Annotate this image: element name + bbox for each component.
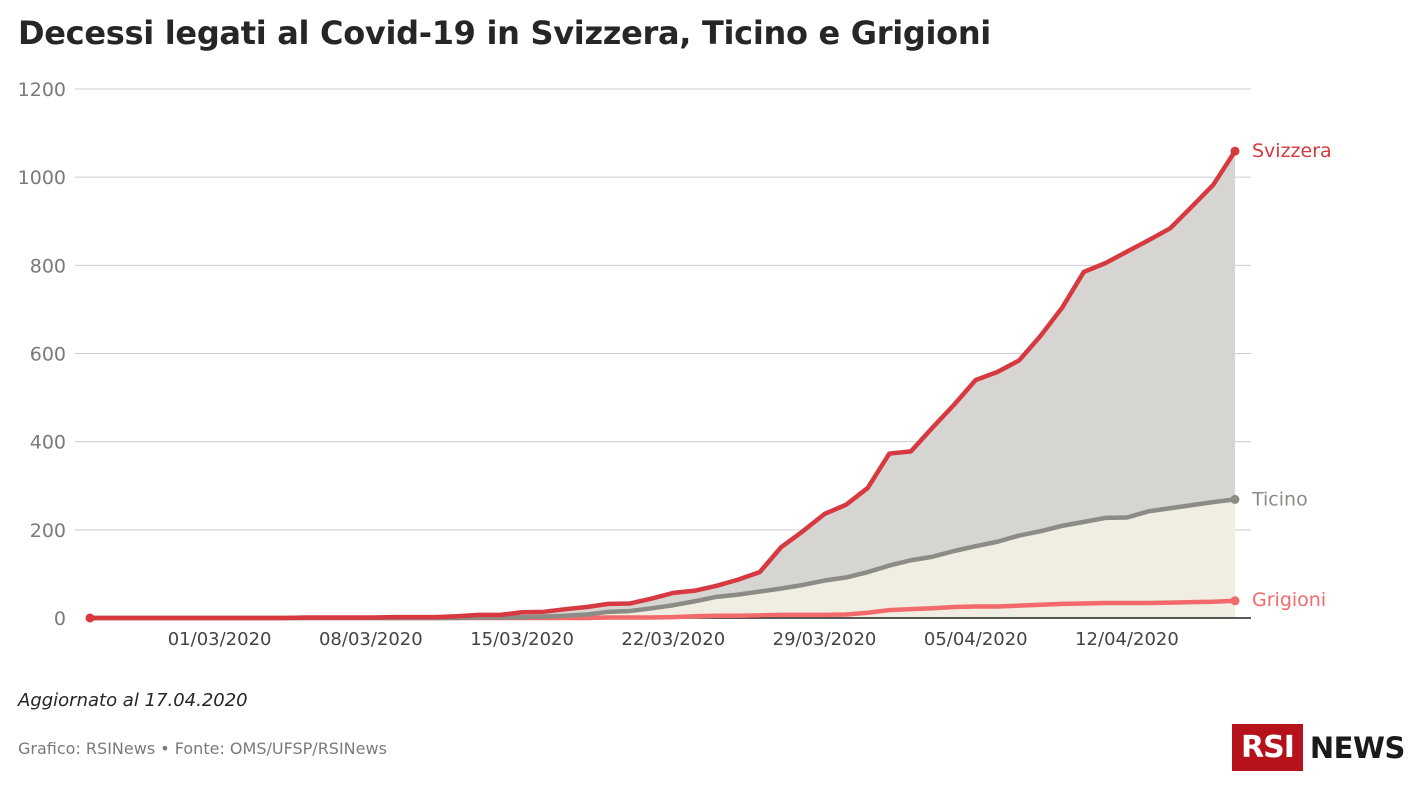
chart-title: Decessi legati al Covid-19 in Svizzera, …	[18, 14, 991, 52]
y-tick-label: 200	[30, 520, 66, 542]
line-svizzera	[87, 148, 1238, 621]
endpoint-svizzera	[1230, 146, 1240, 156]
areas	[90, 151, 1235, 618]
x-tick-label: 22/03/2020	[621, 629, 725, 650]
series-lines	[85, 146, 1240, 623]
y-tick-label: 1200	[18, 79, 66, 101]
updated-note: Aggiornato al 17.04.2020	[18, 690, 248, 711]
x-tick-label: 01/03/2020	[168, 629, 272, 650]
y-tick-label: 600	[30, 344, 66, 366]
endpoint-ticino	[1230, 494, 1240, 504]
gridlines	[75, 88, 1251, 531]
x-tick-label: 29/03/2020	[773, 629, 877, 650]
series-label-ticino: Ticino	[1251, 488, 1308, 510]
x-tick-label: 15/03/2020	[470, 629, 574, 650]
logo-text: NEWS	[1309, 730, 1405, 765]
startpoint-svizzera	[85, 613, 95, 623]
x-axis-ticks: 01/03/2020 08/03/2020 15/03/2020 22/03/2020…	[168, 629, 1179, 650]
endpoint-grigioni	[1230, 596, 1240, 606]
series-label-svizzera: Svizzera	[1252, 140, 1332, 162]
y-axis-ticks: 0 200 400 600 800 1000 1200	[18, 79, 66, 630]
y-tick-label: 0	[54, 608, 66, 630]
y-tick-label: 1000	[18, 167, 66, 189]
y-tick-label: 800	[30, 255, 66, 277]
x-tick-label: 05/04/2020	[924, 629, 1028, 650]
x-tick-label: 08/03/2020	[319, 629, 423, 650]
source-credits: Grafico: RSINews • Fonte: OMS/UFSP/RSINe…	[18, 739, 387, 758]
area-ticino	[90, 499, 1235, 618]
rsi-news-logo: RSI NEWS	[1232, 724, 1405, 771]
area-svizzera	[90, 151, 1235, 618]
series-labels: Svizzera Ticino Grigioni	[1251, 140, 1332, 611]
y-tick-label: 400	[30, 432, 66, 454]
x-tick-label: 12/04/2020	[1075, 629, 1179, 650]
logo-box: RSI	[1232, 724, 1303, 771]
series-label-grigioni: Grigioni	[1252, 589, 1326, 611]
